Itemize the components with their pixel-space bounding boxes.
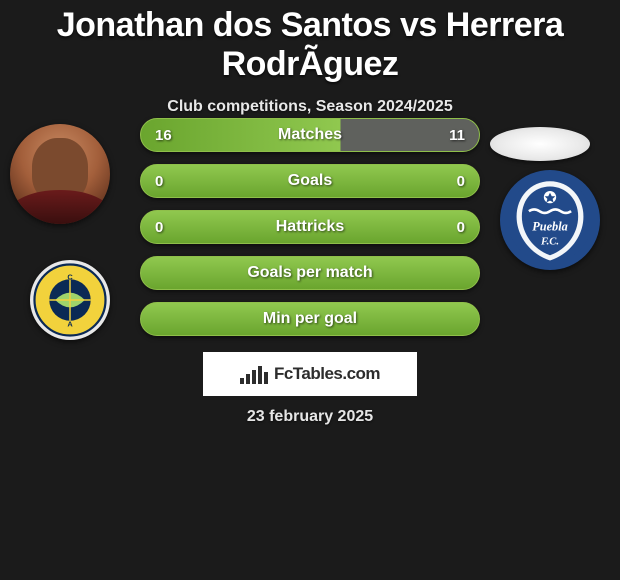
fctables-logo: FcTables.com [203, 352, 417, 396]
logo-text: FcTables.com [274, 364, 380, 384]
club-badge-right: Puebla F.C. [500, 170, 600, 270]
stats-area: Matches 16 11 Goals 0 0 Hattricks 0 0 Goals per m… [140, 118, 480, 348]
svg-text:Puebla: Puebla [532, 220, 568, 234]
stat-row: Min per goal [140, 302, 480, 336]
puebla-fc-icon: Puebla F.C. [506, 176, 594, 264]
player2-photo-placeholder [490, 127, 590, 161]
comparison-card: Jonathan dos Santos vs Herrera RodrÃ­gue… [0, 0, 620, 580]
svg-text:C: C [67, 272, 73, 281]
stat-value-right: 0 [457, 173, 465, 190]
stat-row: Goals per match [140, 256, 480, 290]
page-title: Jonathan dos Santos vs Herrera RodrÃ­gue… [0, 0, 620, 84]
stat-value-right: 0 [457, 219, 465, 236]
stat-label: Min per goal [263, 310, 357, 328]
stat-value-left: 0 [155, 219, 163, 236]
stat-row: Matches 16 11 [140, 118, 480, 152]
stat-row: Goals 0 0 [140, 164, 480, 198]
club-america-icon: C A [33, 263, 107, 337]
stat-value-left: 16 [155, 127, 172, 144]
stat-label: Goals per match [247, 264, 372, 282]
stat-label: Goals [288, 172, 332, 190]
club-badge-left: C A [30, 260, 110, 340]
player1-photo [10, 124, 110, 224]
stat-value-right: 11 [449, 127, 465, 144]
stat-value-left: 0 [155, 173, 163, 190]
svg-text:A: A [67, 320, 73, 329]
date-text: 23 february 2025 [0, 408, 620, 426]
logo-bars-icon [240, 364, 268, 384]
stat-label: Hattricks [276, 218, 344, 236]
stat-label: Matches [278, 126, 342, 144]
stat-row: Hattricks 0 0 [140, 210, 480, 244]
subtitle: Club competitions, Season 2024/2025 [0, 98, 620, 116]
svg-text:F.C.: F.C. [540, 237, 559, 248]
